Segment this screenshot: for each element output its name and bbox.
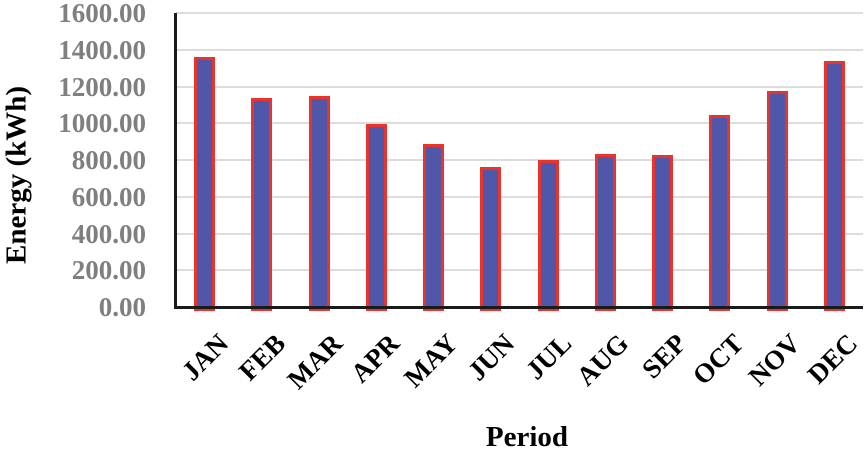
y-tick-label-200.00: 200.00 [71,255,146,286]
bar-may [423,144,445,311]
bar-aug [594,154,616,311]
y-tick-label-1400.00: 1400.00 [58,34,146,65]
y-axis-line [174,13,177,309]
y-tick-label-600.00: 600.00 [71,181,146,212]
bar-apr [365,124,387,311]
x-axis-line [174,306,863,309]
gridline-200 [176,269,863,272]
y-tick-label-1200.00: 1200.00 [58,71,146,102]
y-tick-label-0.00: 0.00 [98,292,146,322]
bar-jan [194,57,216,311]
y-tick-label-1000.00: 1000.00 [58,108,146,139]
gridline-1400 [176,48,863,51]
y-tick-label-400.00: 400.00 [71,218,146,249]
gridline-800 [176,159,863,161]
bar-feb [251,97,273,311]
plot-area [174,12,863,311]
bar-jul [537,160,559,311]
bar-dec [823,60,845,311]
gridline-1000 [176,122,863,125]
x-axis-title: Period [485,421,569,453]
gridline-1600 [176,12,863,14]
bar-mar [308,95,330,311]
bar-sep [652,155,674,311]
gridline-1200 [176,85,863,88]
gridline-600 [176,195,863,198]
bar-oct [709,114,731,311]
bar-jun [480,167,502,311]
gridline-400 [176,232,863,235]
y-tick-label-1600.00: 1600.00 [58,0,146,28]
bar-nov [766,91,788,311]
y-tick-label-800.00: 800.00 [71,145,146,175]
